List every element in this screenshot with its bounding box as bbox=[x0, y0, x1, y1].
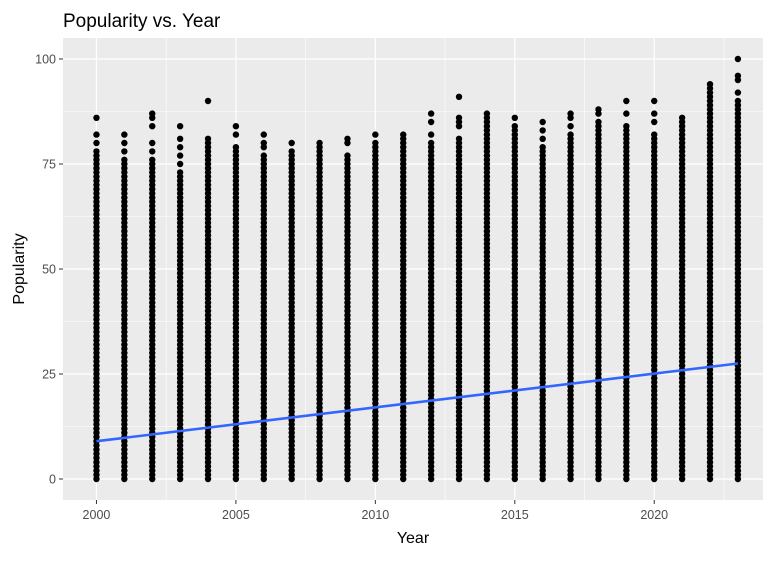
data-point-outlier bbox=[734, 55, 742, 63]
data-point-outlier bbox=[651, 110, 658, 117]
data-point bbox=[455, 135, 463, 142]
data-point-outlier bbox=[260, 131, 267, 138]
data-point-outlier bbox=[93, 148, 100, 155]
x-tick-label: 2015 bbox=[501, 508, 529, 522]
data-point bbox=[204, 135, 212, 142]
data-point-outlier bbox=[121, 139, 128, 147]
data-point bbox=[176, 169, 184, 176]
data-point-outlier bbox=[567, 123, 574, 130]
data-point-outlier bbox=[511, 114, 518, 122]
y-tick-label: 0 bbox=[49, 473, 56, 487]
trend-line-group bbox=[96, 362, 739, 443]
data-point-outlier bbox=[455, 93, 463, 101]
data-point-outlier bbox=[260, 139, 267, 147]
data-point bbox=[149, 156, 156, 163]
data-point bbox=[121, 156, 128, 163]
data-point bbox=[678, 114, 686, 122]
data-point bbox=[511, 123, 518, 130]
data-point-outlier bbox=[149, 123, 156, 130]
data-point-outlier bbox=[176, 135, 184, 142]
data-point bbox=[400, 131, 407, 138]
data-point bbox=[260, 152, 267, 159]
data-point-outlier bbox=[288, 139, 295, 147]
data-point-outlier bbox=[232, 123, 240, 130]
y-tick-label: 50 bbox=[42, 263, 56, 277]
data-point-outlier bbox=[651, 118, 658, 126]
y-tick-label: 75 bbox=[42, 158, 56, 172]
data-point bbox=[232, 144, 240, 151]
data-point bbox=[427, 139, 435, 147]
data-point-outlier bbox=[176, 123, 184, 130]
data-point-outlier bbox=[149, 148, 156, 155]
x-tick-label: 2000 bbox=[83, 508, 111, 522]
data-point-outlier bbox=[372, 131, 379, 138]
data-point-outlier bbox=[567, 110, 574, 117]
y-axis-ticks: 0 25 50 75 100 bbox=[35, 53, 63, 487]
data-point bbox=[623, 123, 630, 130]
data-point-outlier bbox=[344, 135, 351, 142]
data-point-outlier bbox=[149, 139, 156, 147]
data-point bbox=[288, 148, 295, 155]
data-point-outlier bbox=[427, 118, 435, 126]
data-point-outlier bbox=[734, 89, 742, 96]
trend-line bbox=[96, 362, 739, 443]
data-point bbox=[567, 131, 574, 138]
x-axis-label: Year bbox=[397, 530, 430, 547]
data-point-outlier bbox=[232, 131, 240, 138]
x-tick-label: 2020 bbox=[640, 508, 668, 522]
x-tick-label: 2005 bbox=[222, 508, 250, 522]
x-axis-ticks: 2000 2005 2010 2015 2020 bbox=[83, 500, 668, 522]
data-point-outlier bbox=[149, 110, 156, 117]
data-point-outlier bbox=[427, 110, 435, 117]
y-tick-label: 100 bbox=[35, 53, 56, 67]
data-point-outlier bbox=[539, 135, 546, 142]
data-point bbox=[316, 139, 323, 147]
data-point-outlier bbox=[93, 139, 100, 147]
data-point-outlier bbox=[455, 114, 463, 122]
chart-title: Popularity vs. Year bbox=[63, 11, 221, 32]
y-tick-label: 25 bbox=[42, 368, 56, 382]
data-point bbox=[734, 97, 742, 105]
data-point-outlier bbox=[176, 152, 184, 159]
data-point-outlier bbox=[651, 97, 658, 105]
y-axis-label: Popularity bbox=[11, 233, 28, 304]
data-point bbox=[595, 118, 602, 126]
data-point-outlier bbox=[176, 160, 184, 168]
data-point-outlier bbox=[176, 144, 184, 151]
data-point-outlier bbox=[734, 72, 742, 80]
data-point-outlier bbox=[539, 127, 546, 134]
data-points bbox=[93, 55, 742, 483]
data-point-outlier bbox=[121, 148, 128, 155]
data-point-outlier bbox=[539, 118, 546, 126]
data-point bbox=[706, 81, 714, 88]
data-point-outlier bbox=[623, 97, 630, 105]
data-point-outlier bbox=[93, 131, 100, 138]
data-point-outlier bbox=[427, 131, 435, 138]
data-point-outlier bbox=[93, 114, 100, 122]
data-point-outlier bbox=[204, 97, 212, 105]
data-point bbox=[483, 110, 491, 117]
x-tick-label: 2010 bbox=[361, 508, 389, 522]
data-point bbox=[539, 144, 546, 151]
data-point-outlier bbox=[623, 110, 630, 117]
data-point bbox=[344, 152, 351, 159]
data-point bbox=[372, 139, 379, 147]
data-point bbox=[651, 131, 658, 138]
data-point-outlier bbox=[595, 106, 602, 113]
data-point-outlier bbox=[121, 131, 128, 138]
